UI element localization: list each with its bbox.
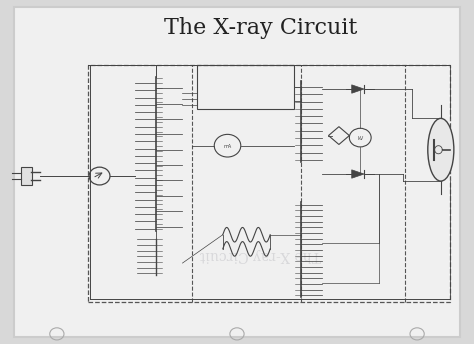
Text: The X-ray Circuit: The X-ray Circuit bbox=[200, 248, 321, 262]
Bar bbox=[88, 65, 450, 301]
Bar bbox=[21, 167, 32, 185]
Text: kV: kV bbox=[357, 136, 364, 141]
Text: The X-ray Circuit: The X-ray Circuit bbox=[164, 17, 357, 39]
Text: mA: mA bbox=[223, 144, 232, 149]
Polygon shape bbox=[352, 85, 364, 93]
Ellipse shape bbox=[428, 118, 454, 181]
Polygon shape bbox=[352, 170, 364, 178]
Bar bbox=[197, 65, 294, 109]
